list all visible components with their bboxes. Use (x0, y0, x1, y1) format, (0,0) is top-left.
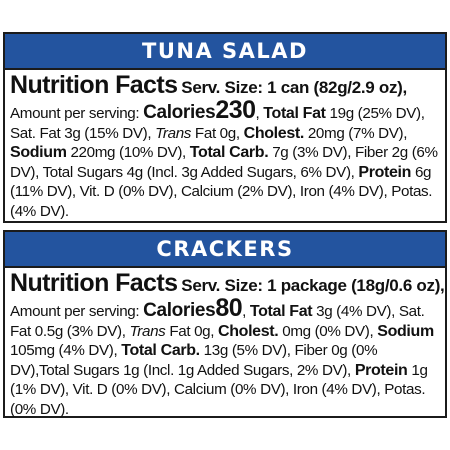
sodium-value: 105mg (4% DV), (10, 342, 118, 360)
sodium-label: Sodium (10, 144, 67, 162)
calories-value: 80 (215, 294, 243, 322)
title-line: Nutrition Facts Serv. Size: 1 can (82g/2… (10, 73, 439, 101)
serving-size: Serv. Size: 1 package (18g/0.6 oz), (181, 276, 445, 295)
protein-label: Protein (354, 361, 408, 379)
calories-value: 230 (215, 96, 256, 124)
nutrition-facts-title: Nutrition Facts (10, 269, 178, 297)
total-fat-label: Total Fat (263, 105, 326, 122)
total-fat-value: 3g (4% DV), (316, 303, 395, 320)
amount-per-serving-label: Amount per serving: (10, 105, 140, 122)
saturated-fat: Sat. Fat 0.5g (3% DV), (10, 303, 425, 340)
protein-value: 6g (11% DV), Vit. D (0% DV), Calcium (2%… (10, 163, 433, 220)
trans-fat-value: Fat 0g, (194, 124, 240, 142)
trans-fat-value: Fat 0g, (169, 322, 215, 340)
serving-size: Serv. Size: 1 can (82g/2.9 oz), (181, 78, 407, 97)
nutrient-text: Amount per serving: Calories230, Total F… (10, 96, 438, 220)
sodium-value: 220mg (10% DV), (70, 144, 186, 162)
cholesterol-value: 0mg (0% DV), (282, 322, 374, 340)
section-header-tuna-salad: TUNA SALAD (5, 34, 445, 70)
sodium-label: Sodium (377, 322, 434, 340)
total-fat-label: Total Fat (249, 303, 313, 320)
total-carb-label: Total Carb. (189, 144, 269, 162)
cholesterol-label: Cholest. (218, 322, 279, 340)
protein-value: 1g (1% DV), Vit. D (0% DV), Calcium (0% … (10, 361, 428, 418)
amount-per-serving-label: Amount per serving: (10, 303, 140, 320)
crackers-panel: CRACKERS Nutrition Facts Serv. Size: 1 p… (3, 230, 447, 418)
cholesterol-value: 20mg (7% DV), (307, 124, 408, 142)
nutrient-text: Amount per serving: Calories80, Total Fa… (10, 294, 434, 418)
total-carb-value: 7g (3% DV), Fiber 2g (6% DV), Total Suga… (10, 144, 438, 181)
calories-label: Calories (143, 300, 216, 321)
trans-fat-label: Trans (129, 322, 166, 340)
nutrition-facts-title: Nutrition Facts (10, 71, 178, 99)
cholesterol-label: Cholest. (243, 124, 305, 142)
protein-label: Protein (358, 163, 412, 181)
tuna-salad-panel: TUNA SALAD Nutrition Facts Serv. Size: 1… (3, 32, 447, 223)
calories-label: Calories (143, 102, 216, 123)
total-fat-value: 19g (25% DV), (329, 105, 425, 122)
section-header-crackers: CRACKERS (5, 232, 445, 268)
nutrition-facts-crackers: Nutrition Facts Serv. Size: 1 package (1… (5, 268, 445, 420)
saturated-fat: Sat. Fat 3g (15% DV), (10, 124, 152, 142)
title-line: Nutrition Facts Serv. Size: 1 package (1… (10, 269, 445, 299)
nutrition-facts-tuna-salad: Nutrition Facts Serv. Size: 1 can (82g/2… (5, 70, 445, 222)
trans-fat-label: Trans (155, 124, 192, 142)
total-carb-label: Total Carb. (121, 342, 200, 360)
total-carb-value: 13g (5% DV), Fiber 0g (0% DV),Total Suga… (10, 342, 378, 379)
